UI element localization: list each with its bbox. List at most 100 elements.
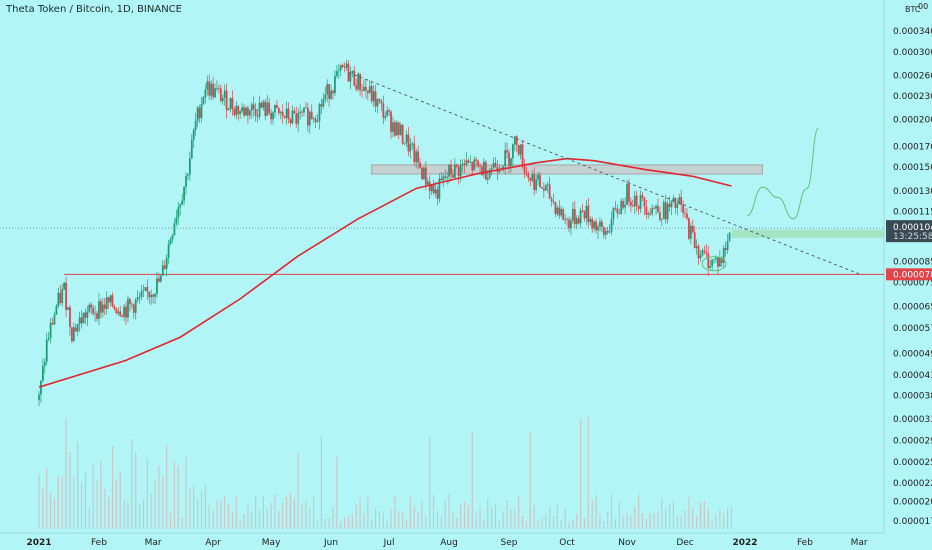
- candle-body: [161, 265, 164, 276]
- volume-bar: [282, 501, 284, 529]
- candle-body: [187, 174, 189, 176]
- candle-countdown: 13:25:58: [893, 232, 932, 242]
- volume-bar: [715, 514, 717, 529]
- candle-body: [235, 105, 238, 115]
- volume-bar: [46, 467, 48, 529]
- volume-bar: [645, 518, 647, 529]
- candle-body: [697, 245, 700, 259]
- candle-body: [165, 257, 168, 269]
- x-tick-label: Mar: [851, 538, 868, 548]
- candle-body: [90, 304, 93, 308]
- candle-body: [204, 89, 207, 98]
- volume-bar: [88, 507, 90, 529]
- y-tick-label: 0.0000850: [893, 258, 932, 268]
- candle-body: [293, 110, 296, 114]
- candle-body: [67, 307, 69, 310]
- volume-bar: [483, 519, 485, 529]
- candle-body: [210, 83, 213, 96]
- candle-body: [245, 107, 247, 116]
- candle-body: [130, 303, 133, 305]
- candle-body: [353, 70, 356, 86]
- volume-bar: [409, 497, 411, 529]
- candle-body: [105, 297, 108, 309]
- candle-body: [390, 111, 392, 132]
- y-tick-label: 0.0000570: [893, 324, 932, 334]
- volume-bar: [707, 509, 709, 529]
- candle-body: [537, 174, 539, 180]
- candle-body: [461, 163, 464, 165]
- candle-body: [312, 118, 315, 120]
- candle-body: [459, 164, 462, 177]
- candle-body: [217, 87, 220, 89]
- candle-body: [113, 306, 116, 309]
- candle-body: [206, 81, 209, 90]
- volume-bar: [42, 489, 44, 529]
- candle-body: [38, 394, 40, 401]
- candle-body: [455, 164, 458, 167]
- candle-body: [376, 99, 379, 107]
- candle-body: [200, 103, 203, 119]
- volume-bar: [487, 498, 489, 529]
- volume-bar: [680, 515, 682, 529]
- volume-bar: [587, 415, 589, 529]
- candle-body: [119, 311, 122, 316]
- candle-body: [587, 205, 590, 223]
- y-tick-label: 0.0003000: [893, 48, 932, 58]
- volume-bar: [239, 520, 241, 529]
- candle-body: [533, 174, 536, 190]
- volume-bar: [111, 446, 114, 529]
- volume-bar: [676, 515, 678, 529]
- volume-bar: [471, 431, 473, 529]
- candle-body: [337, 70, 340, 72]
- candle-body: [684, 212, 686, 214]
- candle-body: [334, 75, 336, 94]
- volume-bar: [123, 500, 125, 529]
- candle-body: [175, 217, 178, 224]
- candle-body: [69, 307, 71, 328]
- candle-body: [558, 207, 561, 216]
- candle-body: [250, 104, 253, 111]
- candle-body: [306, 107, 309, 126]
- y-tick-label: 0.0000255: [893, 458, 932, 468]
- candle-body: [231, 97, 234, 110]
- candle-body: [539, 174, 541, 188]
- volume-bar: [359, 498, 361, 529]
- candle-body: [341, 65, 344, 67]
- y-tick-label: 0.0000380: [893, 392, 932, 402]
- candle-body: [225, 90, 228, 111]
- volume-bar: [429, 437, 431, 529]
- candle-body: [359, 73, 361, 91]
- candle-body: [488, 169, 491, 178]
- candle-body: [335, 71, 338, 76]
- volume-bar: [595, 495, 597, 529]
- candle-body: [163, 265, 166, 269]
- candle-body: [668, 203, 671, 208]
- candle-body: [641, 195, 644, 198]
- candle-body: [411, 143, 414, 145]
- volume-bar: [386, 521, 388, 529]
- candle-body: [477, 160, 479, 166]
- candle-body: [386, 110, 389, 117]
- candle-body: [604, 230, 607, 235]
- volume-bar: [204, 485, 206, 529]
- volume-bar: [169, 513, 172, 529]
- candle-body: [299, 111, 302, 114]
- volume-bar: [405, 519, 408, 529]
- candle-body: [444, 176, 447, 178]
- candle-body: [602, 227, 605, 235]
- candle-body: [316, 121, 319, 123]
- volume-bar: [289, 493, 292, 529]
- candle-body: [610, 219, 613, 232]
- volume-bar: [100, 461, 102, 529]
- candle-body: [183, 186, 185, 201]
- corner-label: 00: [918, 2, 928, 11]
- candle-body: [440, 178, 443, 181]
- volume-bar: [227, 503, 230, 529]
- volume-bar: [305, 500, 307, 529]
- candle-body: [688, 218, 690, 239]
- volume-bar: [518, 496, 520, 529]
- volume-bar: [347, 516, 350, 529]
- volume-bar: [398, 510, 400, 529]
- volume-bar: [146, 458, 148, 529]
